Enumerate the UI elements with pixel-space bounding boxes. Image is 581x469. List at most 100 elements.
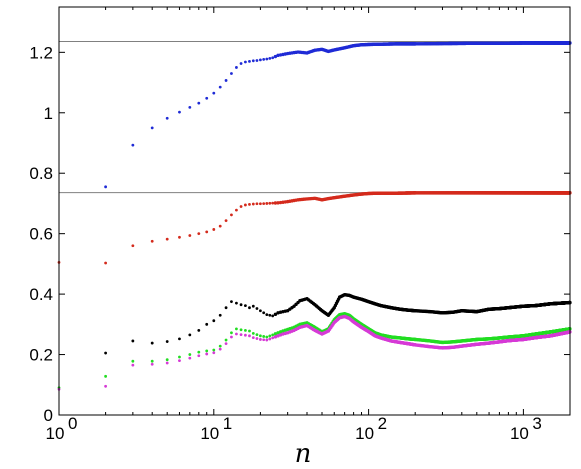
series-3-point	[197, 350, 201, 354]
series-3-point	[259, 334, 262, 338]
series-1-point	[230, 213, 233, 217]
series-4-point	[218, 347, 222, 351]
series-2-point	[230, 300, 233, 304]
series-0-point	[224, 79, 228, 82]
series-2-point	[268, 313, 272, 317]
series-3-point	[265, 335, 269, 339]
series-3-point	[188, 353, 192, 356]
series-4-point	[230, 335, 233, 339]
series-3-point	[239, 328, 243, 332]
series-0-point	[218, 85, 222, 89]
series-4-point	[271, 336, 275, 340]
series-4-point	[235, 332, 238, 336]
series-4-point	[212, 351, 216, 355]
series-3-point	[230, 331, 233, 335]
series-1-point	[259, 202, 262, 206]
series-3-point	[235, 327, 238, 331]
series-4-point	[150, 362, 154, 366]
series-4-point	[268, 337, 272, 341]
y-tick-label: 1	[44, 104, 53, 123]
series-2-point	[262, 311, 266, 315]
series-1-point	[255, 202, 259, 206]
series-2-point	[178, 337, 181, 341]
series-0-point	[271, 56, 275, 60]
y-tick-label: 0.8	[29, 164, 53, 183]
series-3-point	[251, 332, 255, 335]
series-4-point	[205, 352, 209, 356]
series-3-point	[212, 348, 216, 352]
series-2-point	[218, 313, 222, 317]
series-4-point	[248, 334, 251, 338]
y-tick-label: 1.2	[29, 43, 53, 62]
series-4	[57, 314, 572, 391]
series-4-point	[244, 333, 247, 337]
series-2-point	[255, 307, 259, 310]
series-0-point	[235, 66, 238, 69]
series-1-point	[265, 202, 269, 205]
series-1-point	[150, 239, 154, 243]
y-axis: 0 0.2 0.4 0.6 0.8 1 1.2	[29, 43, 570, 425]
series-4-point	[251, 336, 255, 340]
series-2-point	[239, 303, 243, 307]
x-tick-label: 10	[200, 424, 219, 443]
series-2-point	[104, 351, 107, 355]
series-2-point	[197, 328, 201, 332]
x-tick-label-exponent: 3	[532, 414, 541, 433]
series-1	[57, 191, 572, 265]
x-tick-label-exponent: 2	[378, 414, 387, 433]
series-2-point	[244, 304, 247, 307]
series-3-point	[271, 333, 275, 337]
x-tick-label-exponent: 0	[68, 414, 77, 433]
series-0-point	[131, 143, 135, 147]
series-4-point	[104, 384, 107, 388]
series-3-point	[104, 374, 107, 378]
series-2-point	[273, 312, 278, 317]
series-0-point	[188, 105, 192, 109]
series-2-point	[150, 341, 154, 345]
series-2-point	[165, 340, 169, 343]
series-1-point	[188, 234, 192, 237]
series-3-point	[165, 358, 169, 362]
x-tick-label: 10	[510, 424, 529, 443]
x-tick-label: 10	[355, 424, 374, 443]
plot-frame	[58, 6, 571, 416]
series-4-point	[131, 363, 135, 367]
reference-lines	[59, 40, 570, 194]
series-1-point	[178, 235, 181, 239]
series-0-point	[268, 56, 272, 60]
series-3-point	[268, 334, 272, 338]
series-0-point	[251, 59, 255, 63]
x-tick-label: 10	[46, 424, 65, 443]
series-0-point	[178, 110, 181, 114]
series-4-point	[178, 359, 181, 362]
series-3-point	[131, 359, 135, 363]
series-0-point	[230, 72, 233, 75]
series-2-point	[259, 309, 262, 313]
y-tick-label: 0.2	[29, 346, 53, 365]
series-3-point	[255, 333, 259, 337]
series-1-point	[271, 201, 275, 205]
series-4-point	[224, 342, 228, 346]
series-0-point	[244, 60, 247, 64]
series-4-point	[188, 356, 192, 360]
series-3-point	[244, 328, 247, 332]
series-2-point	[224, 306, 228, 310]
series-0-point	[262, 58, 266, 61]
series-4-point	[239, 333, 243, 337]
series-4-point	[273, 335, 278, 339]
series-2-point	[235, 301, 238, 305]
series-3	[57, 312, 572, 390]
series-2-point	[276, 311, 280, 315]
x-axis-label: n	[295, 439, 312, 469]
series-0-point	[104, 185, 107, 189]
series-3-point	[218, 344, 222, 348]
series-0-point	[150, 126, 154, 130]
series-0-point	[239, 62, 243, 65]
series-4-point	[259, 338, 262, 341]
series-layer	[57, 41, 572, 391]
series-1-point	[224, 219, 228, 223]
series-1-point	[248, 202, 251, 206]
series-0-point	[165, 116, 169, 120]
series-2-point	[265, 313, 269, 317]
series-3-point	[224, 338, 228, 342]
